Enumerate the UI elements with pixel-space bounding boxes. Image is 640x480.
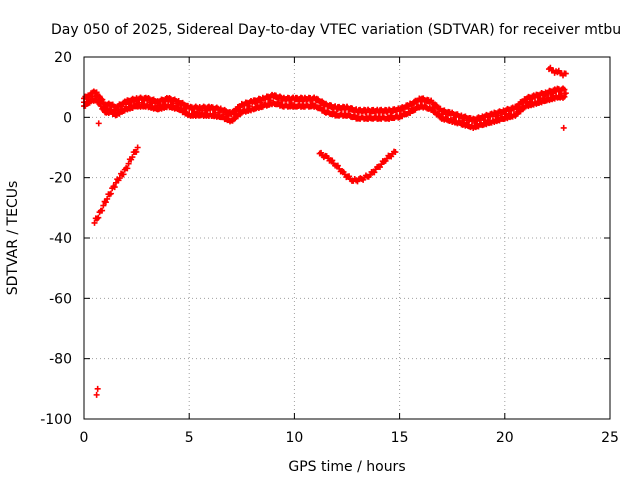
data-point xyxy=(561,93,568,100)
x-axis-label: GPS time / hours xyxy=(288,459,405,475)
plot-frame xyxy=(83,56,611,420)
chart-title: Day 050 of 2025, Sidereal Day-to-day VTE… xyxy=(51,22,621,38)
data-point xyxy=(99,207,106,214)
series-midday-dip xyxy=(316,148,399,185)
data-point xyxy=(562,70,569,77)
data-point xyxy=(562,90,569,97)
data-point xyxy=(334,162,341,169)
y-tick-label: -60 xyxy=(49,291,72,307)
data-point xyxy=(392,149,399,156)
grid xyxy=(84,57,610,419)
y-axis-label: SDTVAR / TECUs xyxy=(5,181,21,296)
data-point xyxy=(124,165,131,172)
series-outliers xyxy=(93,120,567,398)
data-point xyxy=(134,144,141,151)
data-point xyxy=(93,89,100,96)
y-tick-label: 20 xyxy=(54,50,72,66)
data-point xyxy=(107,190,114,197)
series-early-rise xyxy=(91,144,141,226)
data-point xyxy=(116,175,123,182)
x-tick-label: 20 xyxy=(496,430,514,446)
data-point xyxy=(100,202,107,209)
series-main-band xyxy=(81,85,569,132)
data-point xyxy=(560,124,567,131)
x-tick-label: 25 xyxy=(601,430,619,446)
data-point xyxy=(133,148,140,155)
y-tick-label: 0 xyxy=(63,110,72,126)
y-tick-label: -40 xyxy=(49,231,72,247)
axis-ticks: 0 5 10 15 20 25 20 0 -20 -40 -60 -80 -100 xyxy=(40,50,619,446)
data-point xyxy=(95,120,102,127)
data-point xyxy=(93,391,100,398)
data-point xyxy=(95,214,102,221)
data-point xyxy=(97,102,104,109)
series-upper-cluster xyxy=(545,64,569,79)
data-point xyxy=(367,172,374,179)
x-tick-label: 5 xyxy=(185,430,194,446)
y-tick-label: -20 xyxy=(49,171,72,187)
data-point xyxy=(111,184,118,191)
y-tick-label: -100 xyxy=(40,412,72,428)
x-tick-label: 0 xyxy=(80,430,89,446)
data-point xyxy=(104,195,111,202)
data-point xyxy=(120,171,127,178)
data-point xyxy=(129,154,136,161)
data-point xyxy=(94,385,101,392)
data-point xyxy=(371,169,378,176)
data-series xyxy=(81,64,569,398)
data-point xyxy=(125,160,132,167)
data-point xyxy=(102,199,109,206)
x-tick-label: 15 xyxy=(391,430,409,446)
x-tick-label: 10 xyxy=(285,430,303,446)
y-tick-label: -80 xyxy=(49,352,72,368)
data-point xyxy=(561,86,568,93)
data-point xyxy=(91,219,98,226)
data-point xyxy=(329,157,336,164)
